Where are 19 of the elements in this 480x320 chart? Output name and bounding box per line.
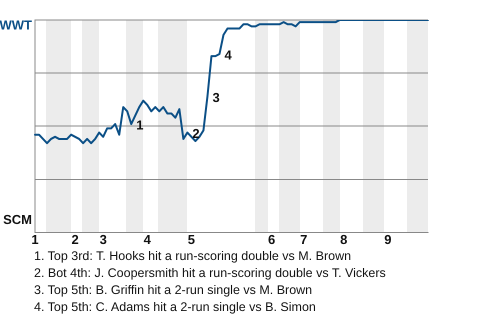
x-tick-label: 5: [188, 232, 196, 247]
x-tick-label: 3: [100, 232, 107, 247]
annotation: 3: [212, 90, 220, 106]
annotation: 4: [224, 48, 232, 63]
text: 1. Top 3rd: T. Hooks hit a run-scoring double vs M. Brown: [34, 248, 352, 265]
text: 4. Top 5th: C. Adams hit a 2-run single vs B. Simon: [34, 299, 317, 316]
text: WWT: [0, 18, 32, 33]
x-tick-label: 9: [384, 232, 392, 247]
text: 3. Top 5th: B. Griffin hit a 2-run single vs M. Brown: [34, 282, 314, 299]
annotation: 2: [192, 126, 200, 142]
x-tick-label: 2: [71, 232, 79, 247]
annotation: 1: [136, 118, 144, 133]
x-tick-label: 1: [31, 232, 39, 247]
x-tick-label: 6: [268, 232, 276, 247]
x-tick-label: 7: [300, 232, 308, 247]
text: 2. Bot 4th: J. Coopersmith hit a run-scoring double vs T. Vickers: [34, 265, 387, 282]
x-tick-label: 8: [340, 232, 348, 247]
x-tick-label: 4: [144, 232, 152, 247]
text: SCM: [3, 212, 32, 227]
